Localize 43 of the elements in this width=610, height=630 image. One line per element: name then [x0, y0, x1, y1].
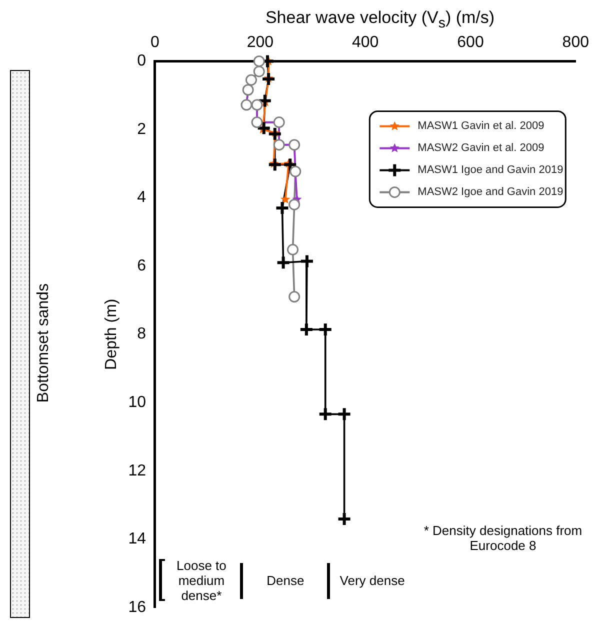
point [336, 511, 352, 526]
legend-label: MASW1 Igoe and Gavin 2019 [418, 164, 564, 176]
point [261, 71, 276, 86]
point [336, 406, 352, 422]
point [288, 198, 300, 210]
point [299, 254, 314, 269]
annotation: Very dense [338, 572, 406, 590]
x-axis-title: Shear wave velocity (V$_{s}$) (m/s) [264, 8, 496, 32]
x-tick-label: 200 [246, 34, 274, 52]
point [298, 322, 314, 338]
y-tick-label: 0 [137, 52, 146, 70]
y-tick-label: 10 [128, 394, 146, 411]
point [267, 157, 282, 172]
annotation: Loose to medium dense* [176, 556, 228, 605]
point [276, 255, 291, 270]
point [274, 200, 290, 216]
point [318, 322, 333, 338]
point [267, 126, 282, 142]
y-tick-label: 2 [137, 120, 146, 138]
annotation: * Density designations from Eurocode 8 [422, 523, 584, 553]
y-axis-title: Depth (m) [103, 298, 120, 370]
point [280, 194, 290, 204]
point [282, 157, 298, 172]
x-tick-label: 600 [457, 34, 484, 52]
point [256, 120, 272, 136]
x-tick-label: 0 [150, 34, 160, 52]
y-tick-label: 6 [137, 257, 146, 274]
point [318, 406, 333, 422]
point [287, 244, 299, 256]
y-tick-label: 4 [137, 189, 146, 206]
point [257, 93, 272, 108]
y-tick-label: 8 [137, 326, 146, 343]
x-tick-label: 400 [352, 34, 379, 52]
x-tick-label: 800 [562, 34, 590, 52]
y-tick-label: 14 [128, 530, 146, 548]
legend-label: MASW1 Gavin et al. 2009 [418, 120, 544, 132]
legend-label: MASW2 Igoe and Gavin 2019 [418, 186, 564, 198]
legend-label: MASW2 Gavin et al. 2009 [418, 142, 544, 154]
annotation: Dense [266, 572, 306, 590]
y-tick-label: 12 [128, 462, 146, 480]
text: Bottomset sands [35, 283, 53, 403]
y-tick-label: 16 [128, 598, 146, 616]
point [288, 291, 300, 302]
